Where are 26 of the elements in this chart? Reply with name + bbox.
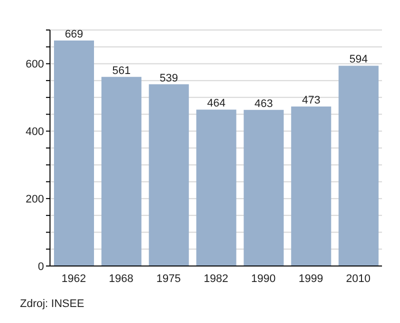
y-tick-label: 600: [26, 58, 44, 71]
data-label: 669: [64, 28, 84, 40]
data-label: 561: [112, 64, 131, 77]
data-label: 539: [160, 72, 178, 84]
bar: [338, 66, 379, 266]
text: Zdroj: INSEE: [20, 298, 86, 310]
data-label: 594: [349, 54, 368, 66]
bar: [244, 110, 284, 266]
x-tick-label: 1968: [108, 272, 134, 285]
y-tick-label: 200: [26, 193, 44, 206]
x-tick-label: 1999: [298, 272, 324, 285]
x-tick-label: 1990: [251, 272, 276, 285]
bar: [196, 110, 236, 266]
bar: [101, 76, 142, 266]
x-tick-label: 2010: [346, 272, 371, 285]
x-tick-label: 1982: [204, 272, 228, 285]
bar: [54, 40, 94, 266]
x-tick-label: 1962: [61, 272, 86, 285]
data-label: 464: [207, 98, 226, 110]
bar: [148, 84, 189, 266]
y-tick-label: 0: [38, 260, 44, 273]
y-tick-label: 400: [26, 126, 44, 138]
data-label: 463: [254, 98, 273, 110]
x-tick-label: 1975: [156, 272, 181, 285]
data-label: 473: [302, 94, 320, 107]
bar: [291, 106, 332, 266]
